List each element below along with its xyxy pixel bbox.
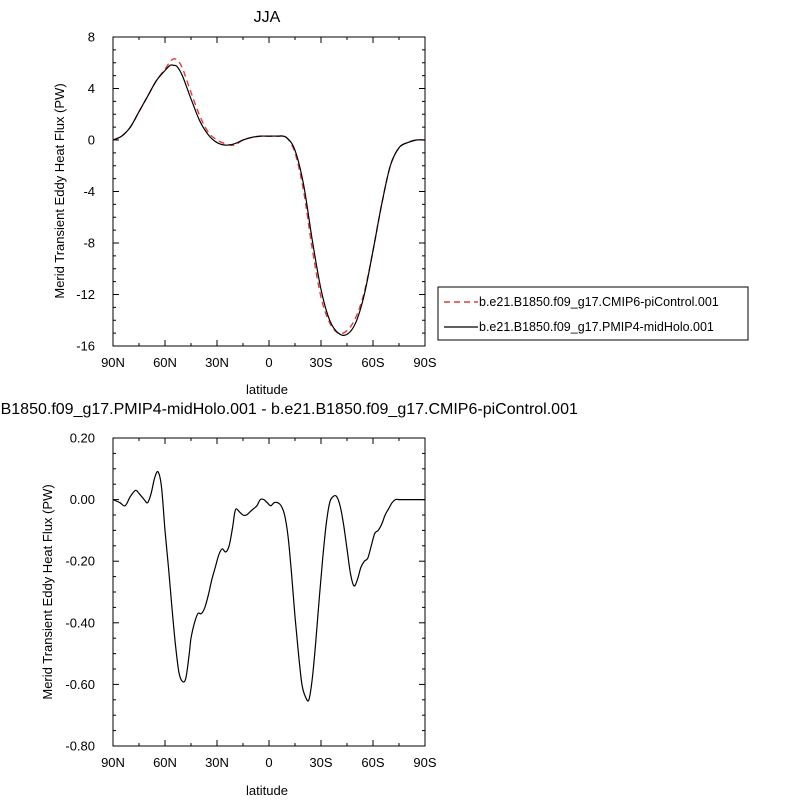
- x-tick-label: 30S: [309, 355, 332, 370]
- y-tick-label: -0.80: [65, 739, 95, 754]
- x-tick-label: 30N: [205, 355, 229, 370]
- chart-title: b.e21.B1850.f09_g17.PMIP4-midHolo.001 - …: [0, 401, 578, 418]
- legend-label-control: b.e21.B1850.f09_g17.CMIP6-piControl.001: [479, 295, 719, 309]
- series-line-pmip4-midholo: [112, 64, 426, 336]
- y-tick-label: -0.20: [65, 554, 95, 569]
- x-tick-label: 30S: [309, 755, 332, 770]
- plot-frame: [112, 437, 426, 747]
- legend-label-midholo: b.e21.B1850.f09_g17.PMIP4-midHolo.001: [479, 320, 714, 334]
- y-axis-label: Merid Transient Eddy Heat Flux (PW): [52, 83, 67, 298]
- y-tick-label: -4: [83, 184, 95, 199]
- y-tick-label: -8: [83, 236, 95, 251]
- y-tick-label: -12: [76, 287, 95, 302]
- x-tick-label: 90N: [101, 755, 125, 770]
- panel-top: JJA 90N 60N 30N 0 30S 60S 90S 8 4 0 -4 -8 -12 -16 lat…: [52, 9, 437, 397]
- legend: b.e21.B1850.f09_g17.CMIP6-piControl.001 …: [437, 286, 749, 341]
- y-tick-label: -16: [76, 339, 95, 354]
- x-tick-label: 90S: [413, 755, 436, 770]
- series-line-cmip6-picontrol: [112, 58, 426, 335]
- x-tick-label: 90S: [413, 355, 436, 370]
- panel-bottom: b.e21.B1850.f09_g17.PMIP4-midHolo.001 - …: [0, 401, 578, 798]
- legend-box: [437, 286, 749, 341]
- x-tick-label: 60N: [153, 755, 177, 770]
- y-tick-label: -0.60: [65, 677, 95, 692]
- x-tick-label: 30N: [205, 755, 229, 770]
- y-tick-label: 8: [88, 30, 95, 45]
- plot-frame: [112, 36, 426, 347]
- y-tick-label: 0.20: [70, 431, 95, 446]
- x-tick-label: 0: [265, 755, 272, 770]
- x-axis-label: latitude: [246, 382, 288, 397]
- x-axis-label: latitude: [246, 783, 288, 798]
- plot-area: 90N 60N 30N 0 30S 60S 90S 8 4 0 -4 -8 -12 -16: [76, 30, 437, 371]
- series-line-difference: [112, 470, 426, 702]
- y-tick-label: 4: [88, 81, 95, 96]
- x-tick-label: 0: [265, 355, 272, 370]
- y-axis-label: Merid Transient Eddy Heat Flux (PW): [40, 484, 55, 699]
- x-tick-label: 60S: [361, 355, 384, 370]
- plot-area: 90N 60N 30N 0 30S 60S 90S 0.20 0.00 -0.20 -0.40 -0.…: [65, 431, 437, 771]
- y-tick-label: -0.40: [65, 615, 95, 630]
- y-tick-label: 0.00: [70, 492, 95, 507]
- chart-title: JJA: [254, 9, 281, 26]
- x-tick-label: 90N: [101, 355, 125, 370]
- x-tick-label: 60S: [361, 755, 384, 770]
- x-tick-label: 60N: [153, 355, 177, 370]
- y-tick-label: 0: [88, 133, 95, 148]
